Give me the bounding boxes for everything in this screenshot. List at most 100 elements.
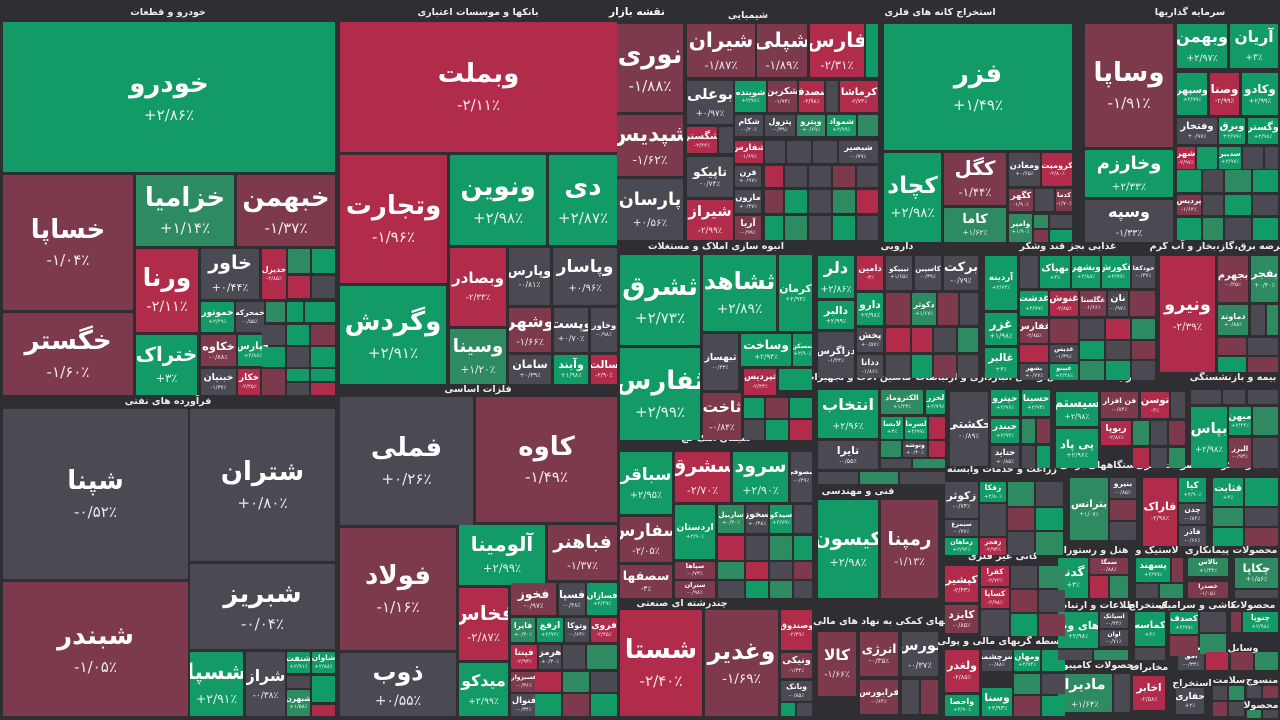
stock-tile[interactable]: وپاسار +۰/۹۶٪ — [553, 248, 617, 305]
stock-tile-small[interactable] — [287, 325, 309, 345]
stock-tile[interactable]: هرمز +۰/۳۰٪ — [539, 645, 561, 669]
stock-tile-small[interactable] — [1037, 446, 1050, 468]
stock-tile[interactable]: بجهرم -۰/۳۵٪ — [1218, 256, 1248, 302]
stock-tile[interactable]: سالت -۲/۹۰٪ — [591, 355, 617, 384]
stock-tile[interactable]: شکربن -۱/۹۳٪ — [768, 81, 797, 112]
stock-tile-small[interactable] — [1251, 305, 1265, 335]
stock-tile[interactable]: وگستر +۲/۹۸٪ — [1248, 118, 1278, 144]
stock-tile[interactable]: ولغدر -۲/۸۵٪ — [945, 650, 979, 692]
stock-tile[interactable]: وبهمن +۲/۹۷٪ — [1177, 24, 1227, 68]
stock-tile-small[interactable] — [1231, 652, 1253, 670]
stock-tile[interactable]: شیراز -۲/۹۹٪ — [687, 200, 733, 240]
stock-tile[interactable]: حفاری +۲٪ — [1176, 688, 1204, 714]
stock-tile[interactable]: تاپیکو -۰/۷۴٪ — [687, 157, 733, 197]
stock-tile-small[interactable] — [1225, 195, 1251, 215]
stock-tile[interactable]: رمپنا -۱/۱۳٪ — [881, 500, 938, 598]
stock-tile-small[interactable] — [1218, 357, 1246, 372]
stock-tile-small[interactable] — [1014, 674, 1040, 694]
stock-tile-small[interactable] — [312, 705, 335, 716]
stock-tile-small[interactable] — [960, 293, 978, 325]
stock-tile[interactable]: پترول -۰/۳۹٪ — [765, 115, 795, 136]
stock-tile[interactable]: میهن +۲/۴۴٪ — [1229, 407, 1251, 435]
stock-tile[interactable]: خبهمن -۱/۳۷٪ — [237, 175, 335, 246]
stock-tile[interactable]: سدبیر +۲/۹۷٪ — [1219, 147, 1241, 169]
stock-tile-small[interactable] — [1255, 652, 1278, 670]
stock-tile[interactable]: کپشیر -۲/۴۳٪ — [945, 566, 978, 602]
stock-tile[interactable]: شتران +۰/۸۰٪ — [190, 409, 335, 561]
stock-tile-small[interactable] — [866, 24, 878, 77]
stock-tile-small[interactable] — [1106, 361, 1130, 380]
stock-tile[interactable] — [1248, 390, 1278, 404]
stock-tile-small[interactable] — [1231, 612, 1241, 632]
stock-tile-small[interactable] — [886, 355, 910, 378]
stock-tile[interactable]: وسپه -۱/۳۳٪ — [1085, 200, 1173, 242]
stock-tile-small[interactable] — [535, 672, 561, 692]
stock-tile[interactable]: غکورش+۲/۹۹٪ — [1102, 256, 1130, 288]
stock-tile[interactable]: اوان -۰/۷۱٪ — [1100, 630, 1128, 646]
stock-tile-small[interactable] — [958, 355, 978, 378]
stock-tile-small[interactable] — [826, 81, 838, 112]
stock-tile[interactable]: آردینه +۲/۷۴٪ — [985, 256, 1017, 310]
stock-tile-small[interactable] — [312, 676, 335, 702]
stock-tile[interactable]: دی +۲/۸۷٪ — [549, 155, 617, 245]
stock-tile[interactable]: سیدکو +۲/۷۹٪ — [770, 505, 792, 533]
stock-tile[interactable]: کچاد +۲/۹۸٪ — [884, 153, 941, 242]
stock-tile-small[interactable] — [1090, 576, 1108, 598]
stock-tile-small[interactable] — [1245, 528, 1278, 546]
stock-tile[interactable]: آریان +۳٪ — [1230, 24, 1278, 68]
stock-tile[interactable]: وسنا +۲/۹۳٪ — [982, 688, 1012, 716]
stock-tile-small[interactable] — [921, 680, 938, 714]
stock-tile-small[interactable] — [1020, 256, 1038, 288]
stock-tile[interactable]: انرژی -۰/۳۵٪ — [860, 632, 898, 676]
stock-tile[interactable]: فن افزار -۰/۸۴٪ — [1101, 392, 1138, 418]
stock-tile[interactable]: زماهان +۲/۹۴٪ — [945, 538, 978, 555]
stock-tile-small[interactable] — [981, 610, 1009, 636]
stock-tile[interactable]: دارو +۲/۹۸٪ — [857, 293, 883, 325]
stock-tile[interactable]: دماوند +۰/۸۸٪ — [1218, 305, 1248, 335]
stock-tile-small[interactable] — [934, 355, 956, 378]
stock-tile[interactable]: ساربیل +۰/۳۰٪ — [718, 505, 744, 533]
stock-tile-small[interactable] — [1169, 421, 1185, 445]
stock-tile[interactable]: وامیر +۱/۹۰٪ — [1009, 214, 1032, 242]
stock-tile-small[interactable] — [1248, 357, 1278, 372]
stock-tile[interactable]: فنوال -۰/۳۴٪ — [511, 694, 537, 716]
stock-tile[interactable]: فرابورس -۰/۶۴٪ — [860, 680, 898, 714]
stock-tile[interactable]: کفرا -۲/۷۲٪ — [981, 566, 1009, 586]
stock-tile-small[interactable] — [1008, 482, 1034, 506]
stock-tile[interactable]: وشهر -۱/۶۶٪ — [509, 308, 551, 352]
stock-tile-small[interactable] — [860, 472, 898, 484]
stock-tile-small[interactable] — [563, 694, 589, 716]
stock-tile-small[interactable] — [744, 398, 764, 418]
stock-tile-small[interactable] — [809, 216, 831, 240]
stock-tile[interactable]: فخاس -۲/۸۷٪ — [459, 588, 508, 660]
stock-tile-small[interactable] — [1037, 419, 1050, 443]
stock-tile-small[interactable] — [287, 369, 309, 381]
stock-tile[interactable]: غنوش -۲/۸۵٪ — [1050, 291, 1078, 316]
stock-tile-small[interactable] — [1042, 696, 1065, 716]
stock-tile[interactable]: لابسا +۳٪ — [881, 417, 903, 439]
stock-tile-small[interactable] — [1039, 590, 1065, 612]
stock-tile[interactable]: الکتروماد +۱/۴۳٪ — [881, 390, 923, 414]
stock-tile-small[interactable] — [790, 420, 812, 440]
stock-tile[interactable]: وسینا +۱/۲۰٪ — [450, 329, 506, 384]
stock-tile[interactable]: بوعلی +۰/۹۷٪ — [687, 81, 733, 124]
stock-tile[interactable]: البرز -۰/۹۳٪ — [1229, 438, 1251, 468]
stock-tile-small[interactable] — [1225, 170, 1251, 192]
stock-tile[interactable]: فباهنر -۱/۳۷٪ — [548, 525, 617, 580]
stock-tile[interactable]: کاوه -۱/۴۹٪ — [476, 397, 617, 522]
stock-tile-small[interactable] — [1229, 702, 1244, 716]
stock-tile-small[interactable] — [1243, 147, 1263, 169]
stock-tile[interactable]: وخارزم +۲/۳۳٪ — [1085, 150, 1173, 197]
stock-tile[interactable]: زفکا +۲/۸۰٪ — [980, 482, 1006, 502]
stock-tile[interactable]: خکار -۲/۴۵٪ — [238, 369, 260, 395]
stock-tile[interactable]: حبندر +۲/۹۲٪ — [991, 419, 1019, 443]
stock-tile[interactable]: شهر -۲/۹۷٪ — [1177, 147, 1195, 169]
stock-tile-small[interactable] — [902, 680, 919, 714]
stock-tile[interactable]: وگردش +۲/۹۱٪ — [340, 286, 446, 384]
stock-tile[interactable]: نوری -۱/۸۸٪ — [617, 24, 683, 112]
stock-tile-small[interactable] — [1223, 390, 1245, 404]
stock-tile[interactable]: تایرا -۰/۵۵٪ — [818, 441, 878, 469]
stock-tile[interactable]: خاور +۰/۴۴٪ — [201, 249, 259, 299]
stock-tile[interactable]: دالبر +۲/۹۹٪ — [818, 301, 854, 329]
stock-tile-small[interactable] — [1265, 147, 1278, 169]
